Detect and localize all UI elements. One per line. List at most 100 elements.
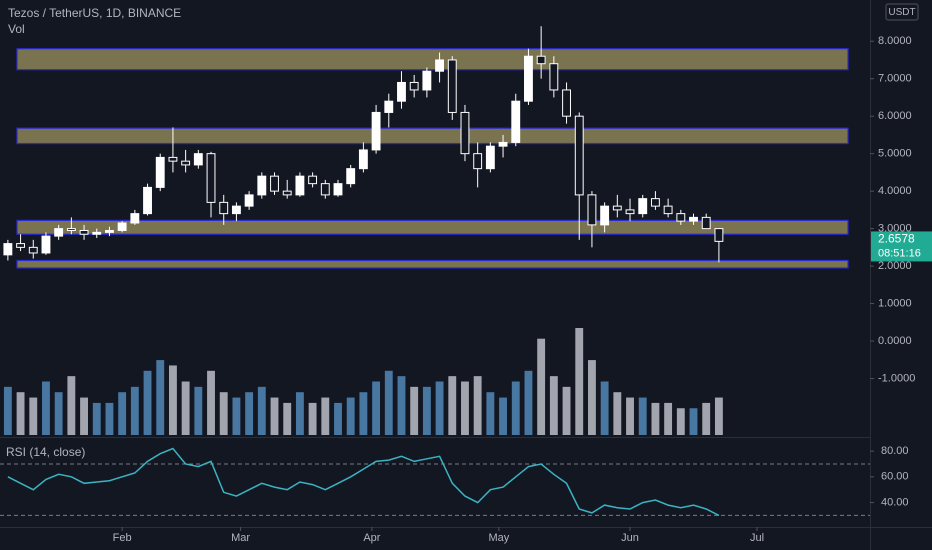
volume-bar [562,386,571,435]
candle-body [28,246,38,254]
candle-body [562,89,571,117]
volume-bar [461,381,469,435]
volume-bar [80,397,88,435]
last-price-box [871,231,932,262]
candle-body [92,231,102,235]
candle-body [435,59,445,72]
volume-bar [435,381,444,435]
volume-bar [54,392,63,435]
candle-body [574,115,584,196]
volume-bar [130,386,139,435]
volume-bar [207,370,215,435]
volume-bar [143,370,152,435]
last-price: 2.6578 [878,232,915,246]
volume-bar [118,392,127,435]
volume-bar [16,392,25,435]
volume-bar [524,370,533,435]
candle-body [193,153,203,166]
volume-bar [67,376,76,435]
candle-body [409,81,419,91]
candle-body [422,70,432,91]
volume-bar [511,381,520,435]
rsi-label: RSI (14, close) [6,445,85,459]
volume-bar [181,381,190,435]
y-tick-label: 8.0000 [878,35,912,47]
candle-body [371,111,381,151]
volume-bar [702,402,711,435]
volume-bar [283,402,292,435]
volume-bar [232,397,241,435]
y-tick-label: 7.0000 [878,73,912,85]
volume-bar [587,360,596,435]
chart-title: Tezos / TetherUS, 1D, BINANCE [8,6,181,20]
candle-body [308,175,318,185]
volume-bar [346,397,355,435]
candle-body [714,228,724,242]
volume-bar [714,397,723,435]
rsi-tick-label: 40.00 [881,496,909,508]
candle-body [397,81,406,102]
volume-bar [664,402,673,435]
candle-body [498,141,508,147]
x-tick-label: Feb [113,532,132,544]
candle-body [549,63,559,91]
volume-bar [638,397,647,435]
candle-body [117,222,127,231]
volume-bar [613,392,622,435]
candle-body [295,175,305,196]
candle-body [143,186,152,215]
volume-bar [384,370,393,435]
candle-body [536,55,546,65]
volume-bar [245,392,254,435]
volume-bar [194,386,203,435]
volume-bar [29,397,38,435]
volume-bar [397,376,406,435]
candle-body [168,156,178,162]
volume-bar [537,338,546,435]
volume-bar [359,392,368,435]
rsi-tick-label: 60.00 [881,471,909,483]
volume-bar [676,408,685,435]
y-tick-label: 0.0000 [878,335,912,347]
volume-bar [219,392,228,435]
candle-body [231,205,241,215]
candle-body [105,229,114,233]
x-tick-label: Apr [363,532,380,544]
volume-bar [689,408,698,435]
candle-body [460,111,470,155]
y-tick-label: 4.0000 [878,185,912,197]
candle-body [638,198,648,215]
x-tick-label: May [488,532,509,544]
candle-body [600,205,610,226]
candle-body [587,194,597,226]
volume-bar [422,386,431,435]
candle-body [346,168,356,185]
candle-body [447,59,457,113]
plot [0,26,870,517]
candle-body [473,153,483,170]
candle-body [384,100,394,113]
y-tick-label: 5.0000 [878,148,912,160]
candle-body [219,201,229,215]
candle-body [612,205,622,211]
candle-body [663,205,673,215]
countdown: 08:51:16 [878,247,921,259]
candle-body [333,183,343,196]
volume-bar [257,386,266,435]
candle-body [16,243,26,248]
currency-box [885,3,919,21]
candle-body [41,235,51,254]
candle-body [689,216,698,222]
volume-bar [486,392,495,435]
volume-bar [600,381,609,435]
y-tick-label: 6.0000 [878,110,912,122]
volume-label: Vol [8,22,25,36]
x-tick-label: Jul [750,532,764,544]
volume-bar [92,402,101,435]
volume-bar [372,381,381,435]
candle-body [54,228,64,237]
y-tick-label: 1.0000 [878,297,912,309]
volume-bar [308,402,317,435]
